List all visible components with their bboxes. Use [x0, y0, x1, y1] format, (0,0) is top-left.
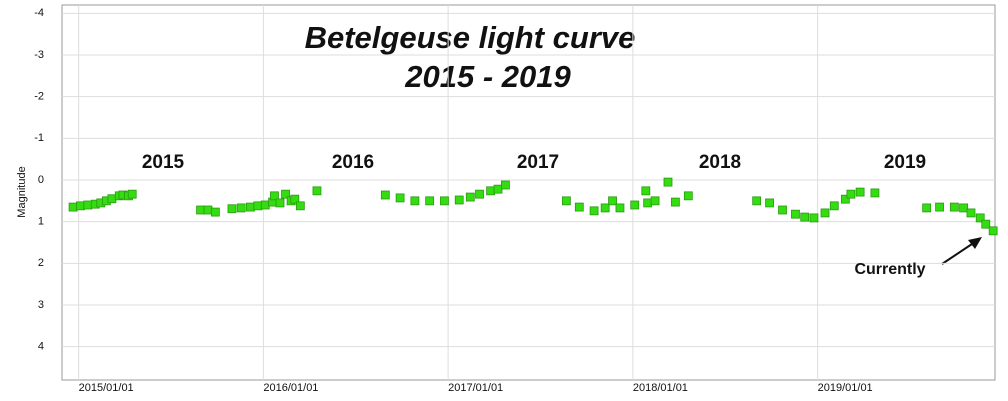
chart-title: Betelgeuse light curve [305, 20, 636, 55]
data-point [295, 201, 305, 211]
data-point [465, 192, 475, 202]
data-point [641, 186, 651, 196]
data-point [76, 201, 85, 211]
data-point [922, 203, 932, 213]
data-point [574, 202, 584, 212]
x-tick-label: 2017/01/01 [448, 382, 503, 394]
data-point [127, 189, 137, 199]
data-point [281, 189, 290, 199]
data-point [988, 226, 998, 236]
data-point [312, 186, 322, 196]
y-tick-label: 0 [38, 174, 44, 186]
data-point [440, 196, 449, 206]
currently-arrow [941, 237, 982, 265]
data-point [650, 196, 660, 206]
data-point [210, 207, 220, 217]
data-point [260, 200, 270, 210]
annotation: 2015 [142, 152, 185, 173]
annotation: 2018 [699, 152, 741, 173]
data-point [253, 201, 263, 211]
data-point [820, 208, 830, 218]
data-point [752, 196, 762, 206]
data-point [765, 198, 775, 208]
y-tick-label: -3 [34, 49, 44, 61]
data-point [975, 213, 985, 223]
y-tick-label: -1 [34, 132, 44, 144]
data-point [410, 196, 420, 206]
data-point [966, 208, 976, 218]
data-point [290, 194, 300, 204]
data-point [107, 194, 117, 204]
annotation: Currently [854, 261, 925, 278]
plot-frame [61, 4, 996, 381]
y-tick-label: 1 [38, 216, 44, 228]
data-point [246, 202, 255, 212]
data-point [454, 195, 464, 205]
data-point [670, 197, 680, 207]
data-point [643, 198, 653, 208]
chart-subtitle: 2015 - 2019 [404, 59, 571, 94]
data-point [608, 196, 617, 206]
data-point [227, 204, 237, 214]
data-point [203, 205, 213, 215]
data-point [981, 219, 991, 229]
data-point [486, 186, 496, 196]
data-point [935, 202, 944, 212]
data-point [395, 193, 405, 203]
x-tick-label: 2019/01/01 [818, 382, 873, 394]
annotation: 2016 [332, 152, 374, 173]
data-point [589, 206, 599, 216]
data-point [663, 177, 673, 187]
data-point [83, 200, 93, 210]
y-tick-label: 4 [38, 341, 44, 353]
data-point [600, 203, 610, 213]
data-point [683, 191, 693, 201]
x-tick-label: 2016/01/01 [263, 382, 318, 394]
data-point [630, 200, 640, 210]
annotation: 2019 [884, 152, 926, 173]
x-tick-label: 2018/01/01 [633, 382, 688, 394]
y-tick-label: 3 [38, 299, 44, 311]
data-point [270, 191, 279, 201]
data-point [561, 196, 571, 206]
data-point [425, 196, 435, 206]
data-point [501, 180, 510, 190]
data-point [615, 203, 625, 213]
data-point [196, 205, 205, 215]
data-point [855, 187, 865, 197]
y-axis-label: Magnitude [16, 166, 28, 217]
data-point [840, 194, 850, 204]
data-point [493, 184, 503, 194]
data-point [809, 213, 819, 223]
data-point [236, 203, 246, 213]
data-point [791, 209, 800, 219]
data-point [949, 202, 959, 212]
data-point [778, 205, 787, 215]
y-tick-label: 2 [38, 257, 44, 269]
data-point [800, 212, 810, 222]
data-point [959, 203, 968, 213]
y-tick-label: -2 [34, 91, 44, 103]
data-point [475, 189, 484, 199]
data-point [275, 198, 285, 208]
annotation: 2017 [517, 152, 559, 173]
data-point [380, 190, 390, 200]
data-point [829, 201, 839, 211]
data-point [870, 188, 880, 198]
data-point [846, 189, 856, 199]
y-tick-label: -4 [34, 7, 44, 19]
x-tick-label: 2015/01/01 [79, 382, 134, 394]
data-point [68, 202, 78, 212]
